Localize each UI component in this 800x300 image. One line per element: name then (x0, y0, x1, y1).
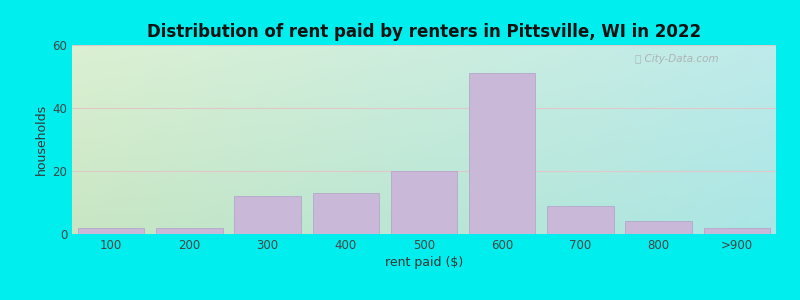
Text: Ⓐ City-Data.com: Ⓐ City-Data.com (635, 55, 719, 64)
Bar (547, 206, 614, 234)
Bar (469, 74, 535, 234)
Y-axis label: households: households (35, 104, 48, 175)
Bar (704, 228, 770, 234)
Bar (626, 221, 692, 234)
Bar (313, 193, 379, 234)
Title: Distribution of rent paid by renters in Pittsville, WI in 2022: Distribution of rent paid by renters in … (147, 23, 701, 41)
Bar (156, 228, 222, 234)
Bar (390, 171, 458, 234)
X-axis label: rent paid ($): rent paid ($) (385, 256, 463, 269)
Bar (78, 228, 144, 234)
Bar (234, 196, 301, 234)
